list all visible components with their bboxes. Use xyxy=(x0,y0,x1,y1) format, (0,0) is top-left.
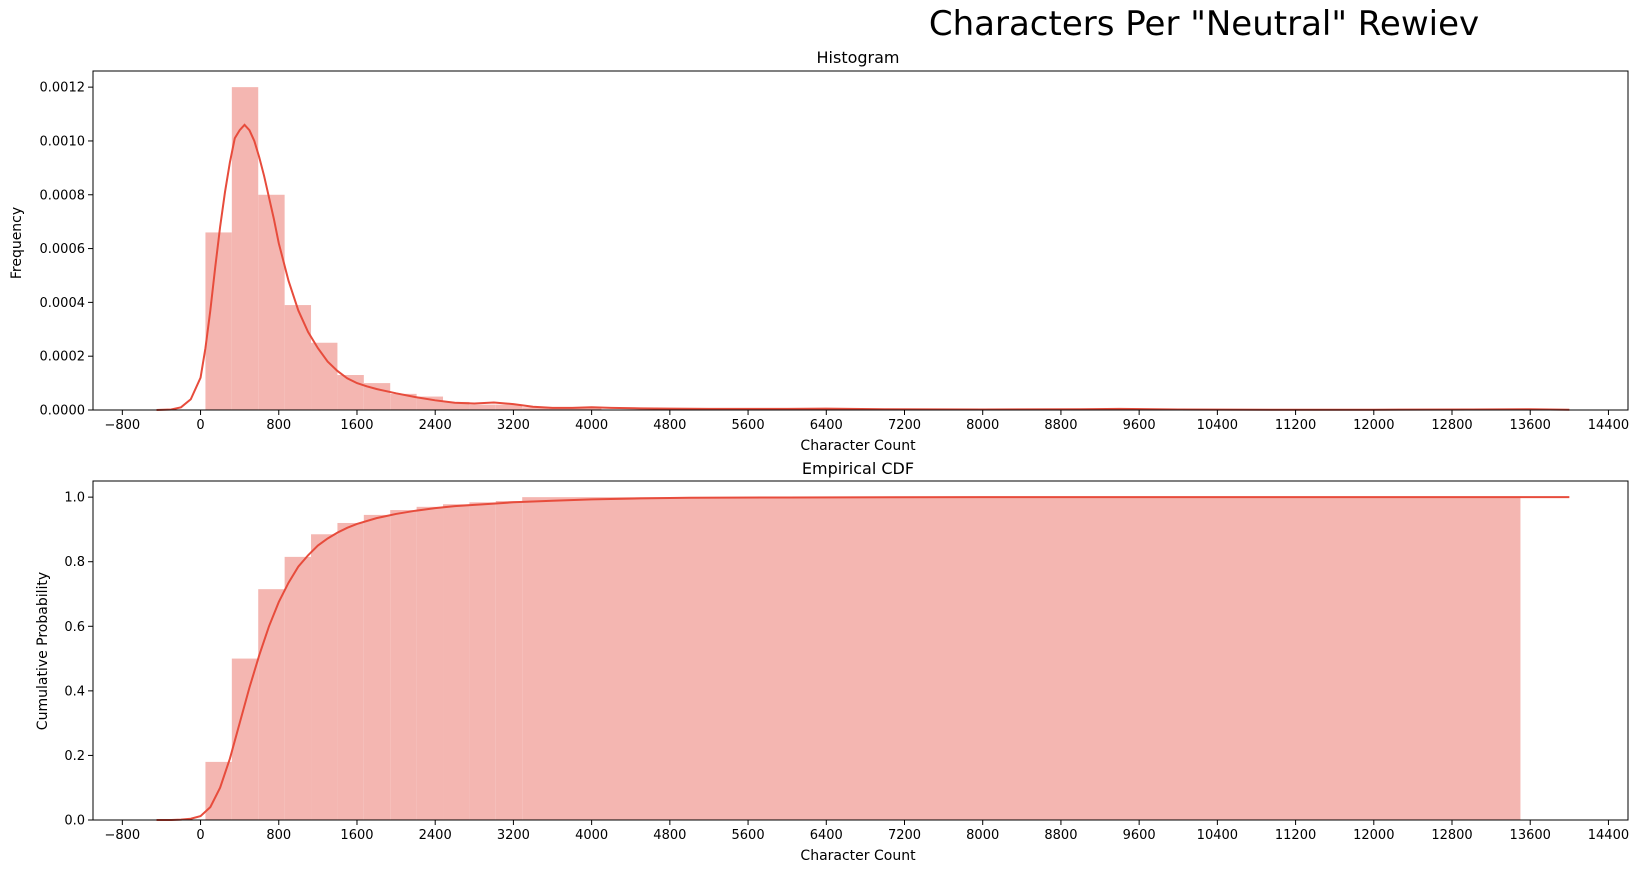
cdf-x-tick-label: 11200 xyxy=(1275,828,1316,843)
cdf-y-tick-label: 0.2 xyxy=(64,749,85,764)
histogram-x-tick-label: 14400 xyxy=(1588,418,1629,433)
cdf-bar xyxy=(390,510,417,820)
cdf-bar xyxy=(311,534,338,820)
histogram-x-ticks: −800 0 800 1600 2400 3200 4000 4800 5600 6400 7200… xyxy=(104,410,1629,433)
histogram-axes: Histogram −800 0 800 1600 2400 3200 4000 4800 56… xyxy=(9,48,1629,454)
histogram-bar xyxy=(575,407,602,410)
cdf-tail-bars xyxy=(522,497,1521,820)
histogram-title: Histogram xyxy=(817,48,900,67)
histogram-x-tick-label: 8000 xyxy=(966,418,999,433)
cdf-x-tick-label: 800 xyxy=(266,828,291,843)
figure-suptitle: Characters Per "Neutral" Rewiev xyxy=(929,4,1479,44)
histogram-bar xyxy=(469,404,496,410)
histogram-x-tick-label: 13600 xyxy=(1510,418,1551,433)
cdf-bars xyxy=(205,497,1521,820)
cdf-bar xyxy=(416,506,444,820)
cdf-x-tick-label: 4800 xyxy=(653,828,686,843)
cdf-bar xyxy=(469,502,496,820)
histogram-x-tick-label: 800 xyxy=(266,418,291,433)
histogram-x-tick-label: 4800 xyxy=(653,418,686,433)
histogram-x-tick-label: 0 xyxy=(196,418,204,433)
cdf-x-tick-label: 1600 xyxy=(340,828,373,843)
cdf-bar xyxy=(495,501,523,820)
cdf-x-tick-label: 3200 xyxy=(497,828,530,843)
cdf-bar xyxy=(337,522,364,820)
histogram-kde-line xyxy=(156,123,1570,411)
cdf-x-tick-label: 7200 xyxy=(888,828,921,843)
histogram-bars xyxy=(205,87,602,410)
histogram-bar xyxy=(522,407,549,410)
histogram-x-tick-label: 3200 xyxy=(497,418,530,433)
cdf-y-tick-label: 0.4 xyxy=(64,684,85,699)
cdf-x-tick-label: 12800 xyxy=(1431,828,1472,843)
cdf-x-tick-label: −800 xyxy=(104,828,140,843)
histogram-x-tick-label: 6400 xyxy=(810,418,843,433)
cdf-x-tick-label: 13600 xyxy=(1510,828,1551,843)
histogram-bar xyxy=(390,393,417,410)
cdf-y-tick-label: 0.6 xyxy=(64,620,85,635)
cdf-x-tick-label: 5600 xyxy=(732,828,765,843)
histogram-x-tick-label: 12000 xyxy=(1353,418,1394,433)
cdf-line xyxy=(156,496,1570,821)
histogram-x-tick-label: 10400 xyxy=(1197,418,1238,433)
histogram-x-tick-label: 1600 xyxy=(340,418,373,433)
cdf-bar xyxy=(258,589,285,820)
cdf-x-tick-label: 10400 xyxy=(1197,828,1238,843)
histogram-y-tick-label: 0.0012 xyxy=(40,81,86,96)
histogram-bar xyxy=(258,194,285,410)
cdf-x-tick-label: 8800 xyxy=(1044,828,1077,843)
cdf-y-ticks: 0.0 0.2 0.4 0.6 0.8 1.0 xyxy=(64,491,93,829)
cdf-y-tick-label: 0.0 xyxy=(64,814,85,829)
cdf-x-tick-label: 8000 xyxy=(966,828,999,843)
cdf-bar xyxy=(284,556,312,820)
histogram-bar xyxy=(443,401,470,410)
histogram-bar xyxy=(311,342,338,410)
histogram-x-tick-label: 2400 xyxy=(419,418,452,433)
cdf-bar xyxy=(363,514,391,820)
cdf-frame xyxy=(92,480,1629,821)
histogram-x-tick-label: 12800 xyxy=(1431,418,1472,433)
histogram-y-tick-label: 0.0002 xyxy=(40,350,86,365)
histogram-bar xyxy=(495,404,523,410)
cdf-bar xyxy=(443,504,470,820)
histogram-y-tick-label: 0.0008 xyxy=(40,188,86,203)
cdf-y-tick-label: 0.8 xyxy=(64,555,85,570)
cdf-x-tick-label: 4000 xyxy=(575,828,608,843)
cdf-title: Empirical CDF xyxy=(802,459,914,478)
cdf-y-label: Cumulative Probability xyxy=(35,572,51,730)
cdf-cdf-line xyxy=(156,496,1570,821)
histogram-x-tick-label: 5600 xyxy=(732,418,765,433)
histogram-x-tick-label: 7200 xyxy=(888,418,921,433)
histogram-bar xyxy=(284,305,312,410)
histogram-y-tick-label: 0.0004 xyxy=(40,296,86,311)
cdf-x-tick-label: 2400 xyxy=(419,828,452,843)
histogram-x-tick-label: −800 xyxy=(104,418,140,433)
cdf-x-tick-label: 12000 xyxy=(1353,828,1394,843)
cdf-x-tick-label: 9600 xyxy=(1123,828,1156,843)
histogram-kde xyxy=(156,123,1570,411)
histogram-x-label: Character Count xyxy=(800,438,916,454)
cdf-x-tick-label: 0 xyxy=(196,828,204,843)
histogram-x-tick-label: 8800 xyxy=(1044,418,1077,433)
histogram-y-tick-label: 0.0006 xyxy=(40,242,86,257)
histogram-y-label: Frequency xyxy=(9,207,25,279)
cdf-x-tick-label: 6400 xyxy=(810,828,843,843)
histogram-x-tick-label: 4000 xyxy=(575,418,608,433)
histogram-x-tick-label: 11200 xyxy=(1275,418,1316,433)
cdf-y-tick-label: 1.0 xyxy=(64,491,85,506)
cdf-x-label: Character Count xyxy=(800,848,916,864)
histogram-y-tick-label: 0.0000 xyxy=(40,404,86,419)
histogram-y-tick-label: 0.0010 xyxy=(40,134,86,149)
histogram-y-ticks: 0.0000 0.0002 0.0004 0.0006 0.0008 0.0010 0.00… xyxy=(40,81,93,419)
histogram-x-tick-label: 9600 xyxy=(1123,418,1156,433)
histogram-frame xyxy=(92,70,1629,411)
cdf-x-tick-label: 14400 xyxy=(1588,828,1629,843)
cdf-axes: Empirical CDF −800 0 800 1600 2400 3200 4000 48… xyxy=(35,459,1629,864)
cdf-x-ticks: −800 0 800 1600 2400 3200 4000 4800 5600 6400 7200… xyxy=(104,820,1629,843)
